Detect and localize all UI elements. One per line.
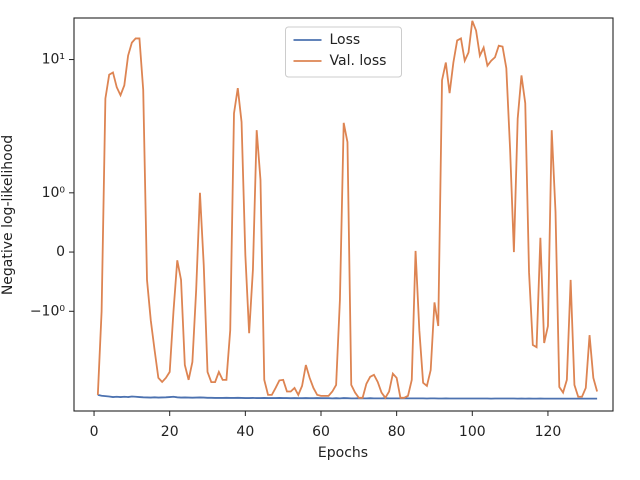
x-tick-label: 40 [236, 424, 254, 440]
plot-frame [73, 17, 614, 412]
x-tick-label: 20 [161, 424, 179, 440]
legend-label: Loss [330, 32, 361, 48]
y-tick-label: 10¹ [42, 52, 65, 68]
x-tick-label: 0 [90, 424, 99, 440]
x-tick-label: 100 [459, 424, 486, 440]
series-line [97, 394, 598, 400]
series-line [96, 20, 598, 400]
y-tick-label: 10⁰ [42, 185, 66, 201]
x-tick-label: 80 [388, 424, 406, 440]
x-axis-label: Epochs [318, 445, 368, 461]
y-tick-label: −10⁰ [30, 303, 66, 319]
y-axis-label: Negative log-likelihood [0, 135, 16, 295]
legend-label: Val. loss [330, 53, 387, 69]
x-tick-label: 120 [535, 424, 562, 440]
x-tick-label: 60 [312, 424, 330, 440]
y-tick-label: 0 [56, 244, 65, 260]
